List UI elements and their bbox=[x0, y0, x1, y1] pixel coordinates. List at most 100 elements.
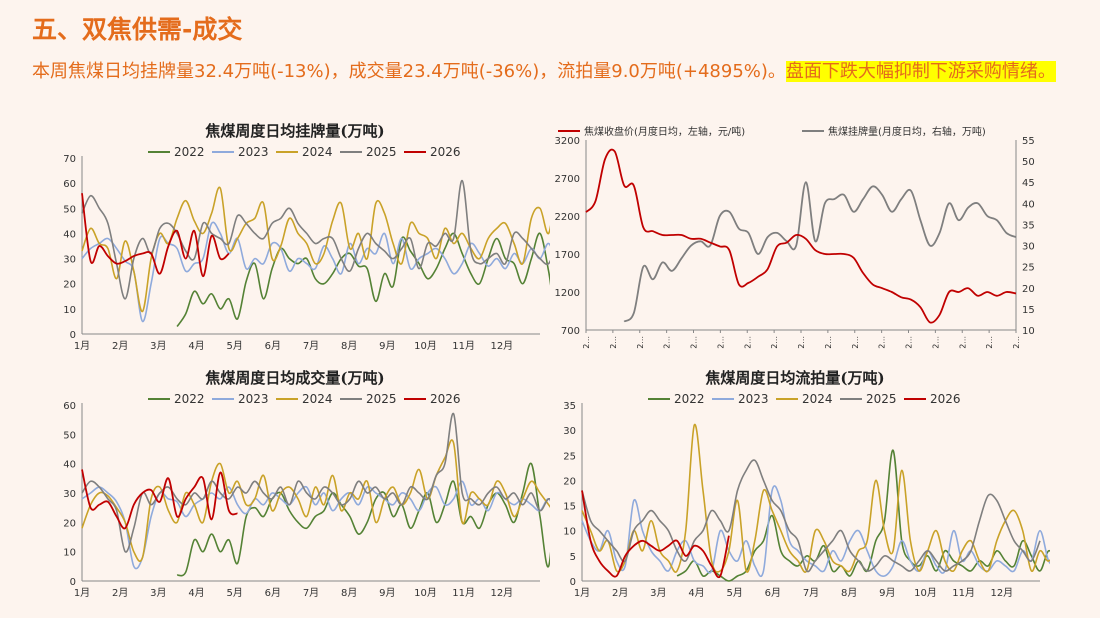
x-tick-label: 8月 bbox=[341, 587, 357, 599]
y-right-tick-label: 45 bbox=[1022, 178, 1035, 189]
x-tick-label: 3月 bbox=[150, 587, 166, 599]
series-line-2022 bbox=[176, 232, 550, 327]
legend-label-2026: 2026 bbox=[930, 392, 961, 406]
series-line-2025 bbox=[81, 412, 550, 553]
y-tick-label: 70 bbox=[63, 154, 76, 165]
x-tick-label: 2... bbox=[636, 336, 645, 349]
price-chart-svg: 焦煤收盘价(月度日均，左轴，元/吨) 焦煤挂牌量(月度日均，右轴，万吨) 700 12… bbox=[555, 125, 1035, 349]
x-tick-label: 11月 bbox=[452, 587, 475, 599]
y-tick-label: 30 bbox=[63, 489, 76, 500]
legend-label-2022: 2022 bbox=[674, 392, 705, 406]
y-right-tick-label: 25 bbox=[1022, 263, 1035, 274]
y-tick-label: 30 bbox=[563, 426, 576, 437]
x-tick-label: 4月 bbox=[188, 340, 204, 352]
y-right-tick-label: 20 bbox=[1022, 284, 1035, 295]
x-tick-label: 1月 bbox=[74, 340, 90, 352]
y-tick-label: 25 bbox=[563, 451, 576, 462]
legend-label-2022: 2022 bbox=[174, 145, 205, 159]
x-tick-label: 6月 bbox=[765, 587, 781, 599]
x-tick-label: 12月 bbox=[990, 587, 1013, 599]
y-left-tick-label: 1700 bbox=[555, 250, 580, 261]
y-tick-label: 10 bbox=[63, 305, 76, 316]
y-tick-label: 0 bbox=[70, 330, 76, 341]
y-right-tick-label: 40 bbox=[1022, 199, 1035, 210]
x-tick-label: 2... bbox=[905, 336, 914, 349]
legend-label-listing: 焦煤挂牌量(月度日均，右轴，万吨) bbox=[828, 125, 986, 138]
x-tick-label: 2... bbox=[609, 336, 618, 349]
x-tick-label: 2... bbox=[690, 336, 699, 349]
y-tick-label: 40 bbox=[63, 460, 76, 471]
series-line-price bbox=[585, 148, 1017, 324]
summary-text: 本周焦煤日均挂牌量32.4万吨(-13%)，成交量23.4万吨(-36%)，流拍… bbox=[32, 58, 1072, 86]
y-left-tick-label: 700 bbox=[561, 326, 580, 337]
x-tick-label: 2... bbox=[958, 336, 967, 349]
y-tick-label: 15 bbox=[563, 502, 576, 513]
x-tick-label: 2... bbox=[1012, 336, 1021, 349]
x-tick-label: 8月 bbox=[841, 587, 857, 599]
y-left-tick-label: 1200 bbox=[555, 288, 580, 299]
x-tick-label: 1月 bbox=[74, 587, 90, 599]
y-tick-label: 20 bbox=[63, 518, 76, 529]
legend-label-2023: 2023 bbox=[238, 145, 269, 159]
y-tick-label: 10 bbox=[563, 527, 576, 538]
legend-label-2024: 2024 bbox=[302, 145, 333, 159]
y-right-tick-label: 10 bbox=[1022, 326, 1035, 337]
legend-label-2023: 2023 bbox=[738, 392, 769, 406]
legend-label-price: 焦煤收盘价(月度日均，左轴，元/吨) bbox=[584, 125, 745, 138]
series-line-2025 bbox=[581, 459, 1041, 573]
summary-main: 本周焦煤日均挂牌量32.4万吨(-13%)，成交量23.4万吨(-36%)，流拍… bbox=[32, 61, 786, 82]
legend-label-2025: 2025 bbox=[366, 145, 397, 159]
x-tick-label: 6月 bbox=[265, 340, 281, 352]
y-left-tick-label: 2700 bbox=[555, 174, 580, 185]
y-tick-label: 40 bbox=[63, 229, 76, 240]
legend-label-2024: 2024 bbox=[302, 392, 333, 406]
x-tick-label: 2... bbox=[878, 336, 887, 349]
x-tick-label: 7月 bbox=[303, 340, 319, 352]
x-tick-label: 5月 bbox=[226, 587, 242, 599]
y-tick-label: 10 bbox=[63, 548, 76, 559]
chart-title: 焦煤周度日均成交量(万吨) bbox=[204, 369, 384, 387]
y-left-tick-label: 2200 bbox=[555, 212, 580, 223]
y-right-tick-label: 30 bbox=[1022, 242, 1035, 253]
legend-label-2025: 2025 bbox=[866, 392, 897, 406]
legend-label-2024: 2024 bbox=[802, 392, 833, 406]
y-tick-label: 20 bbox=[563, 476, 576, 487]
series-line-2022 bbox=[676, 449, 1050, 582]
legend-label-2025: 2025 bbox=[366, 392, 397, 406]
failed-chart: 焦煤周度日均流拍量(万吨) 2022 2023 2024 2025 2026 0 5 10 15 2… bbox=[540, 365, 1050, 605]
y-tick-label: 60 bbox=[63, 401, 76, 412]
x-tick-label: 2... bbox=[985, 336, 994, 349]
x-tick-label: 10月 bbox=[414, 340, 437, 352]
legend-label-2026: 2026 bbox=[430, 145, 461, 159]
y-tick-label: 50 bbox=[63, 204, 76, 215]
y-right-tick-label: 50 bbox=[1022, 157, 1035, 168]
series-line-2022 bbox=[176, 462, 550, 577]
x-tick-label: 10月 bbox=[414, 587, 437, 599]
chart-title: 焦煤周度日均挂牌量(万吨) bbox=[204, 122, 384, 140]
x-tick-label: 9月 bbox=[379, 587, 395, 599]
series-line-2026 bbox=[581, 490, 730, 579]
summary-highlight: 盘面下跌大幅抑制下游采购情绪。 bbox=[785, 61, 1056, 82]
deal-chart-svg: 焦煤周度日均成交量(万吨) 2022 2023 2024 2025 2026 0 10 20 30… bbox=[63, 369, 550, 599]
series-line-2024 bbox=[81, 439, 550, 562]
legend-label-2022: 2022 bbox=[174, 392, 205, 406]
y-tick-label: 0 bbox=[570, 577, 576, 588]
x-tick-label: 12月 bbox=[490, 587, 513, 599]
x-tick-label: 7月 bbox=[303, 587, 319, 599]
deal-chart: 焦煤周度日均成交量(万吨) 2022 2023 2024 2025 2026 0 10 20 30… bbox=[40, 365, 550, 605]
page-title: 五、双焦供需-成交 bbox=[32, 15, 243, 44]
x-tick-label: 5月 bbox=[226, 340, 242, 352]
x-tick-label: 11月 bbox=[952, 587, 975, 599]
y-tick-label: 0 bbox=[70, 577, 76, 588]
x-tick-label: 4月 bbox=[188, 587, 204, 599]
x-tick-label: 5月 bbox=[726, 587, 742, 599]
x-tick-label: 12月 bbox=[490, 340, 513, 352]
x-tick-label: 9月 bbox=[879, 587, 895, 599]
listing-chart: 焦煤周度日均挂牌量(万吨) 2022 2023 2024 2025 2026 0 10 20 30… bbox=[40, 118, 550, 358]
series-line-2023 bbox=[81, 221, 550, 323]
series-line-2024 bbox=[581, 424, 1050, 573]
y-right-tick-label: 15 bbox=[1022, 305, 1035, 316]
x-tick-label: 3月 bbox=[150, 340, 166, 352]
series-line-2026 bbox=[81, 469, 238, 530]
x-tick-label: 2... bbox=[770, 336, 779, 349]
